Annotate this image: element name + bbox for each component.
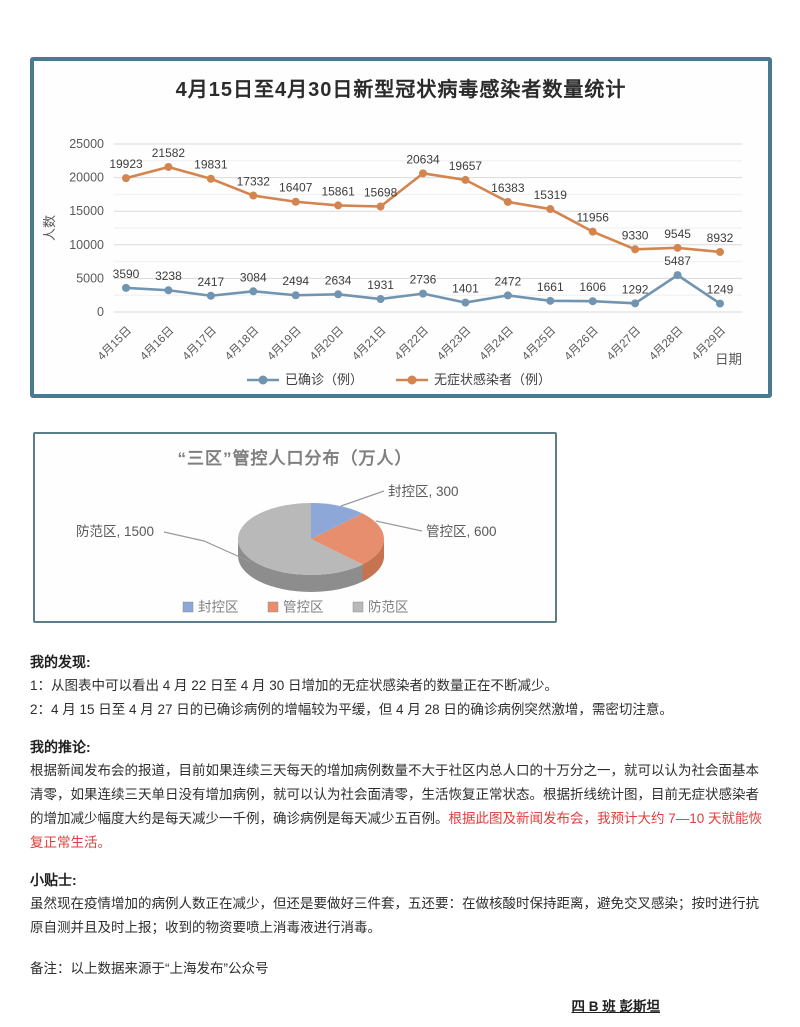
svg-text:4月24日: 4月24日 — [478, 325, 516, 363]
svg-text:1661: 1661 — [537, 280, 564, 294]
line-chart-panel: 4月15日至4月30日新型冠状病毒感染者数量统计 0 5000 10000 15000… — [30, 57, 772, 398]
svg-text:25000: 25000 — [69, 137, 104, 151]
analysis-text: 我的发现: 1：从图表中可以看出 4 月 22 日至 4 月 30 日增加的无症… — [30, 650, 772, 1015]
svg-text:15000: 15000 — [69, 204, 104, 218]
svg-text:管控区, 600: 管控区, 600 — [426, 524, 497, 539]
svg-text:4月23日: 4月23日 — [435, 325, 473, 363]
svg-text:4月16日: 4月16日 — [138, 325, 176, 363]
tips-heading: 小贴士: — [30, 872, 77, 888]
svg-text:19657: 19657 — [449, 159, 483, 173]
svg-text:16407: 16407 — [279, 181, 313, 195]
findings-section: 我的发现: 1：从图表中可以看出 4 月 22 日至 4 月 30 日增加的无症… — [30, 650, 772, 722]
svg-text:2494: 2494 — [282, 274, 309, 288]
svg-text:防范区: 防范区 — [368, 600, 409, 615]
svg-text:9545: 9545 — [664, 227, 691, 241]
tips-body: 虽然现在疫情增加的病例人数正在减少，但还是要做好三件套，五还要：在做核酸时保持距… — [30, 896, 759, 935]
findings-item-2: 2：4 月 15 日至 4 月 27 日的已确诊病例的增幅较为平缓，但 4 月 … — [30, 702, 673, 717]
svg-text:3084: 3084 — [240, 270, 267, 284]
pie-chart-panel: “三区”管控人口分布（万人） 封控区, 300 管控区, 600 防范区, 1500… — [33, 432, 557, 623]
inference-body: 根据新闻发布会的报道，目前如果连续三天每天的增加病例数量不大于社区内总人口的十万… — [30, 763, 759, 826]
svg-text:20000: 20000 — [69, 171, 104, 185]
svg-text:0: 0 — [97, 305, 104, 319]
svg-text:管控区: 管控区 — [283, 600, 324, 615]
tips-section: 小贴士: 虽然现在疫情增加的病例人数正在减少，但还是要做好三件套，五还要：在做核… — [30, 868, 772, 940]
pie-chart: 封控区, 300 管控区, 600 防范区, 1500 封控区 管控区 防范区 — [76, 484, 497, 615]
svg-text:2417: 2417 — [198, 275, 225, 289]
findings-item-1: 1：从图表中可以看出 4 月 22 日至 4 月 30 日增加的无症状感染者的数… — [30, 678, 559, 693]
svg-text:9330: 9330 — [622, 228, 649, 242]
inference-heading: 我的推论: — [30, 739, 91, 755]
svg-text:20634: 20634 — [406, 152, 440, 166]
svg-text:2634: 2634 — [325, 273, 352, 287]
svg-text:4月26日: 4月26日 — [563, 325, 601, 363]
svg-text:已确诊（例）: 已确诊（例） — [285, 372, 363, 387]
inference-paragraph: 根据新闻发布会的报道，目前如果连续三天每天的增加病例数量不大于社区内总人口的十万… — [30, 759, 772, 855]
svg-text:4月15日: 4月15日 — [96, 325, 134, 363]
svg-text:封控区: 封控区 — [198, 600, 239, 615]
svg-text:人数: 人数 — [42, 215, 57, 241]
svg-text:1249: 1249 — [707, 283, 734, 297]
inference-highlight: 根据此图及新闻发布会，我预计大约 7—10 天就能恢复正常生活。 — [30, 811, 763, 850]
findings-heading: 我的发现: — [30, 654, 91, 670]
svg-text:4月27日: 4月27日 — [605, 325, 643, 363]
svg-text:10000: 10000 — [69, 238, 104, 252]
svg-text:11956: 11956 — [576, 211, 609, 225]
svg-text:1931: 1931 — [367, 278, 394, 292]
svg-text:无症状感染者（例）: 无症状感染者（例） — [434, 372, 551, 387]
svg-text:1401: 1401 — [452, 282, 479, 296]
svg-text:4月25日: 4月25日 — [520, 325, 558, 363]
svg-text:5000: 5000 — [76, 271, 104, 285]
svg-text:4月28日: 4月28日 — [647, 325, 685, 363]
svg-text:21582: 21582 — [152, 146, 186, 160]
svg-text:15698: 15698 — [364, 186, 398, 200]
svg-text:19831: 19831 — [194, 158, 228, 172]
svg-text:1292: 1292 — [622, 282, 649, 296]
svg-text:3590: 3590 — [113, 267, 140, 281]
signature: 四 B 班 彭斯坦 — [571, 999, 660, 1014]
svg-text:4月20日: 4月20日 — [308, 325, 346, 363]
svg-text:4月17日: 4月17日 — [181, 325, 219, 363]
svg-text:19923: 19923 — [109, 157, 143, 171]
svg-text:1606: 1606 — [579, 280, 606, 294]
svg-text:15861: 15861 — [321, 184, 355, 198]
inference-section: 我的推论: 根据新闻发布会的报道，目前如果连续三天每天的增加病例数量不大于社区内… — [30, 735, 772, 855]
svg-text:3238: 3238 — [155, 269, 182, 283]
svg-text:4月18日: 4月18日 — [223, 325, 261, 363]
svg-text:封控区, 300: 封控区, 300 — [388, 484, 459, 499]
note: 备注：以上数据来源于“上海发布”公众号 — [30, 961, 269, 976]
svg-text:4月21日: 4月21日 — [350, 325, 388, 363]
line-chart-title: 4月15日至4月30日新型冠状病毒感染者数量统计 — [175, 79, 627, 101]
pie-chart-title: “三区”管控人口分布（万人） — [177, 449, 413, 468]
svg-text:日期: 日期 — [715, 352, 742, 367]
svg-text:15319: 15319 — [534, 188, 568, 202]
svg-text:16383: 16383 — [491, 181, 525, 195]
svg-text:防范区, 1500: 防范区, 1500 — [76, 524, 154, 539]
svg-text:2472: 2472 — [495, 274, 522, 288]
svg-text:17332: 17332 — [237, 175, 271, 189]
svg-text:5487: 5487 — [664, 254, 691, 268]
svg-text:4月22日: 4月22日 — [393, 325, 431, 363]
svg-text:2736: 2736 — [410, 273, 437, 287]
svg-text:4月19日: 4月19日 — [266, 325, 304, 363]
svg-text:8932: 8932 — [707, 231, 734, 245]
